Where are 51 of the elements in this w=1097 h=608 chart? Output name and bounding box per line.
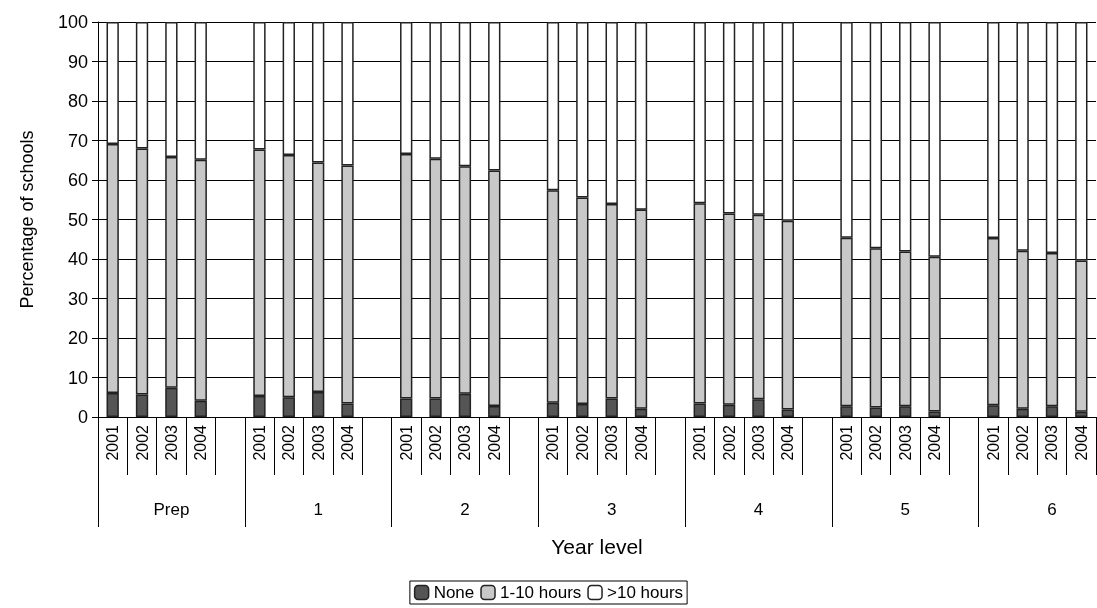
x-tick-label: 2001 <box>838 424 855 461</box>
text: 3 <box>606 500 617 519</box>
y-tick-label: 10 <box>67 367 88 388</box>
text: 4 <box>753 500 764 519</box>
y-tick-label: 30 <box>67 288 88 309</box>
y-tick-label: 70 <box>67 130 88 151</box>
x-tick-label: 2003 <box>309 424 327 461</box>
x-tick-label: 2001 <box>544 424 562 461</box>
x-tick-label: 2002 <box>427 424 445 461</box>
x-tick-label: 2004 <box>632 424 650 461</box>
y-tick-label: 20 <box>67 328 88 348</box>
text: 5 <box>900 500 910 519</box>
x-tick-label: 2002 <box>280 424 298 461</box>
x-tick-label: 2002 <box>1014 424 1032 461</box>
legend-label: 1-10 hours <box>500 583 582 602</box>
legend-label: None <box>433 583 475 602</box>
x-tick-label: 2004 <box>485 424 503 461</box>
x-tick-label: 2001 <box>250 424 268 461</box>
x-tick-label: 2003 <box>896 424 914 461</box>
y-tick-label: 60 <box>67 170 88 190</box>
x-axis-title: Year level <box>551 535 643 558</box>
x-tick-label: 2003 <box>1043 424 1061 461</box>
x-tick-label: 2003 <box>456 424 474 461</box>
y-tick-label: 100 <box>57 12 88 32</box>
legend-label: >10 hours <box>607 583 684 602</box>
x-tick-label: 2004 <box>926 424 944 461</box>
x-tick-label: 2001 <box>397 424 415 461</box>
x-tick-label: 2002 <box>133 424 151 461</box>
x-tick-label: 2002 <box>720 424 738 461</box>
x-tick-label: 2004 <box>339 424 356 461</box>
x-tick-label: 2002 <box>573 424 591 461</box>
x-tick-label: 2003 <box>603 424 621 461</box>
text: 6 <box>1047 500 1057 519</box>
x-tick-label: 2001 <box>691 424 709 461</box>
text: 1 <box>313 500 323 519</box>
x-tick-label: 2001 <box>984 424 1002 461</box>
y-tick-label: 90 <box>67 51 88 72</box>
y-tick-label: 0 <box>77 407 88 427</box>
x-tick-label: 2004 <box>779 424 797 461</box>
x-tick-label: 2004 <box>1072 424 1090 461</box>
y-axis-title: Percentage of schools <box>17 130 37 309</box>
text: Prep <box>153 500 190 519</box>
x-tick-label: 2001 <box>104 424 122 461</box>
y-tick-label: 50 <box>67 209 88 230</box>
x-tick-label: 2002 <box>867 424 885 461</box>
x-tick-label: 2003 <box>749 424 767 461</box>
text: 2 <box>460 500 470 519</box>
y-tick-label: 80 <box>67 91 88 111</box>
x-tick-label: 2003 <box>162 424 180 461</box>
y-tick-label: 40 <box>67 249 88 269</box>
x-tick-label: 2004 <box>192 424 210 461</box>
